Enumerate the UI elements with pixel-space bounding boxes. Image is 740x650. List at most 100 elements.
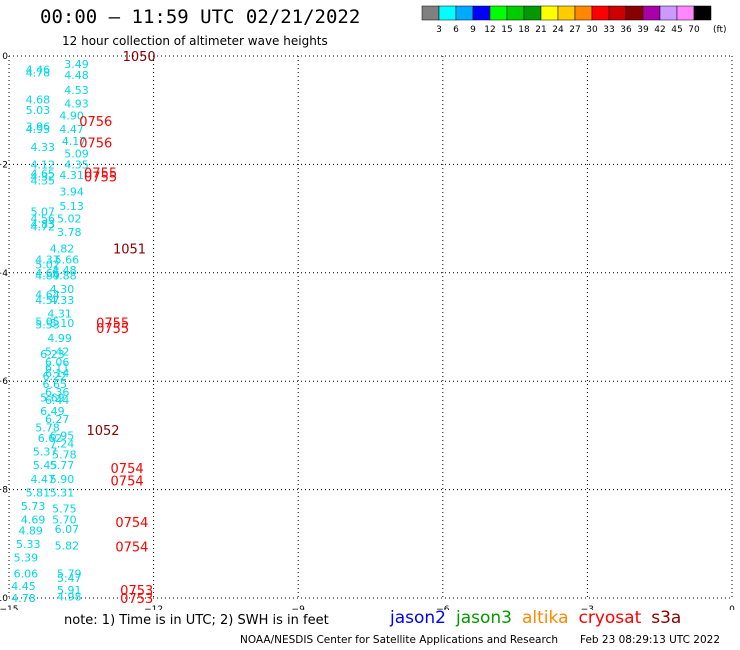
pass-time-label: 0754 (111, 462, 144, 477)
wave-height-label: 4.89 (18, 524, 43, 537)
pass-time-label: 1050 (123, 50, 156, 65)
color-scale-label: 39 (637, 25, 649, 35)
wave-height-label: 5.90 (50, 473, 75, 486)
wave-height-label: 4.45 (11, 580, 36, 593)
wave-height-label: 4.90 (59, 110, 84, 123)
wave-height-label: 5.31 (50, 486, 75, 499)
wave-height-label: 4.46 (26, 64, 51, 77)
wave-height-label: 5.75 (52, 503, 77, 516)
wave-height-label: 4.68 (26, 93, 51, 106)
wave-height-label: 4.35 (30, 175, 55, 188)
wave-height-label: 4.64 (35, 288, 60, 301)
x-tick-label: −15 (0, 605, 19, 610)
y-tick-label: −10 (0, 594, 8, 604)
pass-time-label: 0756 (79, 137, 112, 152)
wave-height-label: 6.27 (45, 413, 70, 426)
color-scale-label: 6 (453, 25, 459, 35)
pass-time-label: 0755 (96, 322, 129, 337)
pass-time-label: 0754 (111, 474, 144, 489)
wave-height-label: 4.99 (47, 332, 72, 345)
wave-height-label: 5.33 (16, 538, 41, 551)
wave-height-label: 5.13 (59, 200, 84, 213)
wave-height-label: 5.45 (33, 459, 58, 472)
wave-height-label: 6.36 (45, 386, 70, 399)
pass-time-label: 0753 (120, 584, 153, 599)
color-scale-label: 70 (688, 25, 700, 35)
wave-height-label: 6.44 (45, 394, 70, 407)
wave-height-label: 6.11 (45, 362, 70, 375)
wave-height-label: 6.07 (55, 523, 80, 536)
wave-height-label: 5.02 (35, 259, 60, 272)
wave-height-label: 5.47 (57, 572, 82, 585)
wave-height-label: 5.70 (52, 513, 77, 526)
pass-time-label: 0754 (115, 541, 148, 556)
pass-time-label: 0756 (79, 115, 112, 130)
wave-height-label: 4.47 (30, 473, 55, 486)
wave-height-label: 6.95 (50, 429, 75, 442)
wave-height-label: 3.49 (64, 58, 89, 71)
wave-height-label: 4.33 (30, 141, 55, 154)
x-tick-label: −9 (292, 605, 306, 610)
wave-height-label: 6.22 (43, 370, 68, 383)
wave-height-label: 5.77 (50, 459, 75, 472)
wave-height-label: 5.81 (26, 486, 51, 499)
units-note: note: 1) Time is in UTC; 2) SWH is in fe… (64, 613, 329, 628)
wave-height-label: 5.73 (21, 500, 46, 513)
wave-height-label: 4.66 (35, 267, 60, 280)
wave-height-label: 4.32 (30, 170, 55, 183)
wave-height-label: 4.65 (30, 168, 55, 181)
legend-item-jason3: jason3 (456, 608, 512, 628)
x-tick-label: −3 (581, 605, 594, 610)
footer-timestamp: Feb 23 08:29:13 UTC 2022 (580, 634, 720, 646)
pass-time-label: 1052 (86, 424, 119, 439)
wave-height-label: 4.30 (50, 283, 75, 296)
wave-height-label: 5.69 (40, 391, 65, 404)
chart-title: 00:00 – 11:59 UTC 02/21/2022 (40, 6, 361, 28)
wave-height-label: 4.35 (64, 158, 89, 171)
wave-height-label: 4.93 (26, 123, 51, 136)
wave-height-label: 5.07 (30, 206, 55, 219)
wave-height-label: 4.83 (30, 218, 55, 231)
wave-height-label: 3.96 (26, 120, 51, 133)
wave-height-label: 4.37 (35, 253, 60, 266)
wave-height-label: 5.03 (26, 104, 51, 117)
wave-height-label: 6.65 (43, 378, 68, 391)
wave-height-label: 4.56 (30, 213, 55, 226)
y-tick-label: 0 (2, 52, 8, 62)
color-scale-label: 45 (671, 25, 682, 35)
pass-time-label: 0755 (84, 167, 117, 182)
wave-height-label: 5.78 (35, 421, 60, 434)
wave-height-label: 4.31 (47, 307, 72, 320)
wave-height-label: 4.33 (50, 294, 75, 307)
color-scale-label: 24 (552, 25, 564, 35)
wave-height-label: 5.79 (57, 568, 82, 581)
chart-subtitle: 12 hour collection of altimeter wave hei… (62, 34, 328, 48)
color-scale-label: 12 (484, 25, 495, 35)
color-scale-label: 3 (436, 25, 442, 35)
wave-height-label: 4.72 (30, 221, 55, 234)
y-tick-label: −2 (0, 160, 8, 170)
color-scale-label: 9 (470, 25, 476, 35)
pass-time-label: 0754 (115, 516, 148, 531)
pass-time-label: 0753 (120, 592, 153, 607)
wave-height-label: 4.48 (52, 264, 77, 277)
wave-height-label: 6.06 (14, 568, 39, 581)
wave-height-label: 6.62 (38, 432, 63, 445)
wave-height-label: 5.05 (35, 316, 60, 329)
wave-height-label: 5.78 (52, 448, 77, 461)
wave-height-label: 4.98 (57, 590, 82, 603)
wave-height-label: 4.88 (52, 270, 77, 283)
wave-height-label: 5.02 (57, 213, 82, 226)
wave-height-label: 5.37 (33, 446, 58, 459)
wave-height-label: 4.31 (59, 169, 84, 182)
legend-item-altika: altika (522, 608, 569, 628)
altimeter-chart: −15−12−9−6−300−2−4−6−8−103.494.464.784.4… (0, 50, 735, 610)
legend-item-jason2: jason2 (390, 608, 446, 628)
wave-height-label: 6.49 (40, 405, 65, 418)
wave-height-label: 7.24 (50, 438, 75, 451)
wave-height-label: 4.82 (50, 242, 75, 255)
wave-height-label: 3.94 (59, 186, 84, 199)
wave-height-label: 4.12 (30, 158, 55, 171)
wave-height-label: 4.48 (64, 69, 89, 82)
wave-height-label: 4.57 (35, 294, 60, 307)
